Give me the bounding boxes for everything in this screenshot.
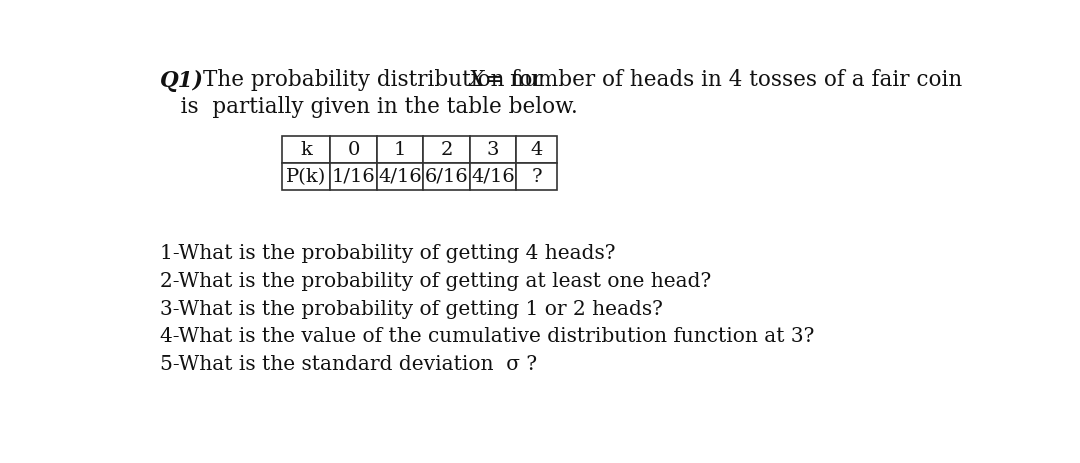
Bar	[423, 137, 470, 163]
Text: ?: ?	[531, 168, 542, 186]
Text: k: k	[300, 141, 312, 159]
Text: 1: 1	[394, 141, 406, 159]
Text: 3-What is the probability of getting 1 or 2 heads?: 3-What is the probability of getting 1 o…	[160, 300, 663, 319]
Bar	[470, 163, 516, 190]
Text: 4/16: 4/16	[471, 168, 515, 186]
Text: 0: 0	[348, 141, 360, 159]
Text: 4-What is the value of the cumulative distribution function at 3?: 4-What is the value of the cumulative di…	[160, 327, 814, 346]
Text: 4/16: 4/16	[378, 168, 422, 186]
Bar	[516, 163, 556, 190]
Text: 2: 2	[441, 141, 453, 159]
Bar	[377, 137, 423, 163]
Bar	[282, 163, 330, 190]
Text: 2-What is the probability of getting at least one head?: 2-What is the probability of getting at …	[160, 272, 711, 291]
Bar	[516, 137, 556, 163]
Text: 4: 4	[530, 141, 542, 159]
Bar	[377, 163, 423, 190]
Text: 3: 3	[487, 141, 499, 159]
Text: 5-What is the standard deviation  σ ?: 5-What is the standard deviation σ ?	[160, 355, 537, 374]
Text: The probability distribution for: The probability distribution for	[203, 69, 550, 91]
Text: = number of heads in 4 tosses of a fair coin: = number of heads in 4 tosses of a fair …	[482, 69, 962, 91]
Text: P(k): P(k)	[286, 168, 326, 186]
Text: Q1): Q1)	[160, 69, 204, 92]
Text: is  partially given in the table below.: is partially given in the table below.	[160, 95, 578, 118]
Text: X: X	[469, 69, 484, 91]
Bar	[282, 137, 330, 163]
Bar	[470, 137, 516, 163]
Text: 1-What is the probability of getting 4 heads?: 1-What is the probability of getting 4 h…	[160, 244, 616, 263]
Bar	[330, 163, 377, 190]
Bar	[423, 163, 470, 190]
Text: 1/16: 1/16	[332, 168, 376, 186]
Bar	[330, 137, 377, 163]
Text: 6/16: 6/16	[424, 168, 469, 186]
